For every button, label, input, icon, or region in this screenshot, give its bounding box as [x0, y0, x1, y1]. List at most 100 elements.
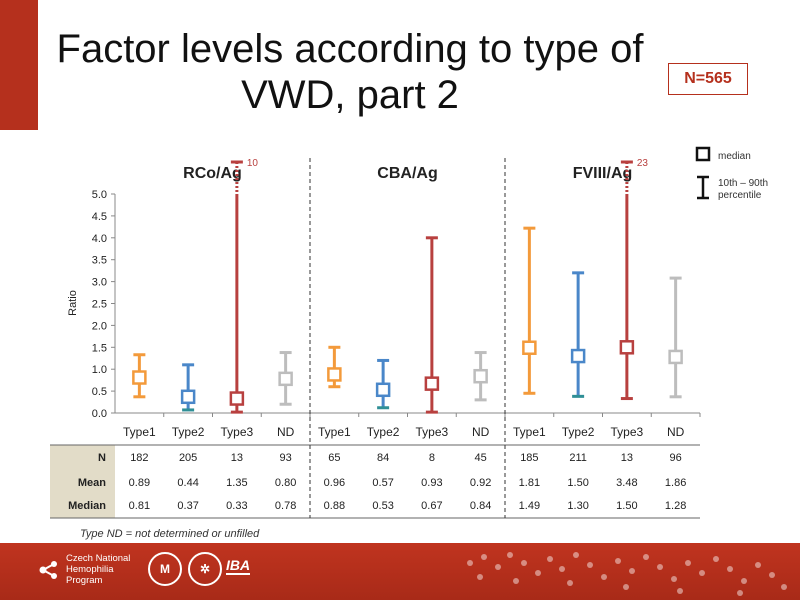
decorative-dot: [623, 584, 629, 590]
decorative-dot: [615, 558, 621, 564]
category-label: Type1: [318, 425, 351, 439]
table-cell: 0.44: [177, 477, 198, 489]
brand-logo: Czech National Hemophilia Program: [38, 553, 130, 586]
page-title: Factor levels according to type of VWD, …: [40, 26, 660, 118]
y-tick-label: 4.0: [92, 233, 107, 245]
y-tick-label: 2.0: [92, 320, 107, 332]
table-cell: 13: [231, 452, 243, 464]
category-label: Type2: [562, 425, 595, 439]
legend-percentile-icon: [697, 175, 709, 200]
decorative-dot: [781, 584, 787, 590]
table-cell: 1.86: [665, 477, 686, 489]
legend-percentile-label-2: percentile: [718, 190, 762, 201]
decorative-dot: [467, 560, 473, 566]
decorative-dot: [677, 588, 683, 594]
title-line-1: Factor levels according to type of: [56, 27, 644, 71]
table-cell: 84: [377, 452, 389, 464]
brand-line-1: Czech National: [66, 553, 131, 564]
decorative-dot: [769, 572, 775, 578]
table-cell: 0.81: [129, 500, 150, 512]
median-marker: [278, 371, 293, 387]
median-marker: [522, 340, 537, 355]
median-marker: [668, 349, 683, 365]
category-label: Type2: [172, 425, 205, 439]
table-cell: 8: [429, 452, 435, 464]
table-row-label: Median: [68, 500, 106, 512]
decorative-dot: [755, 562, 761, 568]
table-cell: 182: [130, 452, 148, 464]
median-marker: [132, 370, 147, 385]
category-label: ND: [667, 425, 685, 439]
table-cell: 45: [475, 452, 487, 464]
university-seal-logo: M: [148, 552, 182, 586]
table-cell: 0.92: [470, 477, 491, 489]
table-cell: 1.49: [519, 500, 540, 512]
decorative-dot: [587, 562, 593, 568]
total-n-badge: N=565: [668, 63, 748, 95]
table-cell: 0.80: [275, 477, 296, 489]
table-cell: 211: [569, 452, 587, 464]
iba-logo: IBA: [226, 557, 251, 575]
legend-percentile-label-1: 10th – 90th: [718, 178, 768, 189]
y-tick-label: 0.0: [92, 408, 107, 420]
category-label: Type2: [367, 425, 400, 439]
decorative-dots: [467, 552, 787, 596]
table-cell: 0.89: [129, 477, 150, 489]
brand-line-3: Program: [66, 575, 103, 586]
table-cell: 0.88: [324, 500, 345, 512]
decorative-dot: [573, 552, 579, 558]
decorative-dot: [477, 574, 483, 580]
y-axis-label: Ratio: [67, 290, 79, 316]
table-cell: 0.96: [324, 477, 345, 489]
table-cell: 0.93: [421, 477, 442, 489]
decorative-dot: [521, 560, 527, 566]
legend-median-label: median: [718, 151, 751, 162]
table-cell: 1.50: [567, 477, 588, 489]
title-line-2: VWD, part 2: [241, 73, 459, 117]
group-label: CBA/Ag: [377, 165, 437, 182]
whisker-top-label: 10: [247, 158, 259, 169]
decorative-dot: [535, 570, 541, 576]
decorative-dot: [559, 566, 565, 572]
decorative-dot: [481, 554, 487, 560]
accent-bar: [0, 0, 38, 130]
table-cell: 185: [520, 452, 538, 464]
y-tick-label: 3.0: [92, 277, 107, 289]
median-marker: [473, 368, 488, 384]
decorative-dot: [567, 580, 573, 586]
footnote: Type ND = not determined or unfilled: [80, 528, 260, 540]
footer-bar: Czech National Hemophilia Program M ✲ IB…: [0, 543, 800, 600]
table-cell: 1.30: [567, 500, 588, 512]
table-cell: 3.48: [616, 477, 637, 489]
table-cell: 0.67: [421, 500, 442, 512]
table-cell: 0.57: [372, 477, 393, 489]
decorative-dot: [685, 560, 691, 566]
table-cell: 1.28: [665, 500, 686, 512]
decorative-dot: [671, 576, 677, 582]
decorative-dot: [495, 564, 501, 570]
whisker-top-label: 23: [637, 158, 649, 169]
y-tick-label: 0.5: [92, 386, 107, 398]
y-tick-label: 1.0: [92, 364, 107, 376]
group-label: RCo/Ag: [183, 165, 242, 182]
decorative-dot: [699, 570, 705, 576]
median-marker: [180, 389, 196, 405]
decorative-dot: [507, 552, 513, 558]
table-cell: 13: [621, 452, 633, 464]
decorative-dot: [513, 578, 519, 584]
decorative-dot: [741, 578, 747, 584]
table-cell: 0.53: [372, 500, 393, 512]
median-marker: [424, 376, 440, 391]
y-tick-label: 3.5: [92, 255, 107, 267]
table-header-column: [50, 445, 115, 518]
y-tick-label: 5.0: [92, 189, 107, 201]
median-marker: [570, 348, 586, 364]
table-cell: 0.84: [470, 500, 491, 512]
legend-median-icon: [695, 146, 711, 162]
table-cell: 0.37: [177, 500, 198, 512]
decorative-dot: [643, 554, 649, 560]
category-label: ND: [472, 425, 490, 439]
decorative-dot: [601, 574, 607, 580]
decorative-dot: [657, 564, 663, 570]
decorative-dot: [727, 566, 733, 572]
